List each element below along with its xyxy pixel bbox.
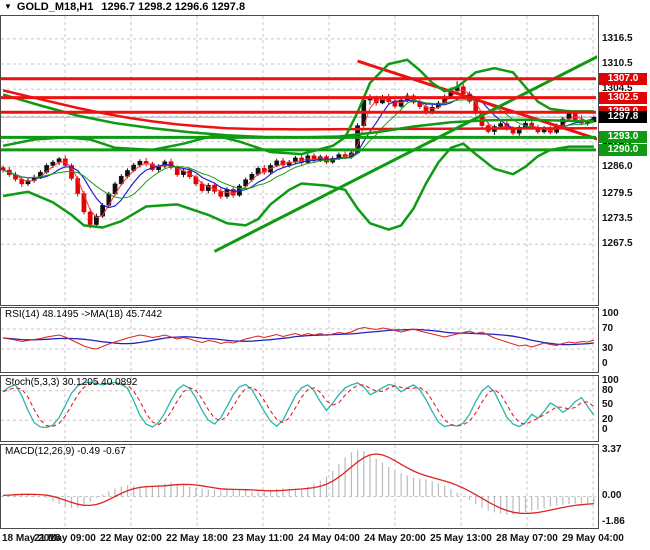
time-axis-label: 21 May 09:00 <box>34 533 96 544</box>
stoch-tick-label: 50 <box>602 399 614 410</box>
price-tick-label: 1316.5 <box>602 33 633 44</box>
time-axis-label: 28 May 07:00 <box>496 533 558 544</box>
chart-title: ▼ GOLD_M18,H1 1296.7 1298.2 1296.6 1297.8 <box>4 1 245 14</box>
time-axis-label: 24 May 20:00 <box>364 533 426 544</box>
price-level-badge-support: 1290.0 <box>599 144 647 156</box>
time-axis-label: 18 May 2018 <box>2 533 61 544</box>
time-axis-label: 29 May 04:00 <box>562 533 624 544</box>
stoch-tick-label: 0 <box>602 424 608 435</box>
rsi-label: RSI(14) 48.1495 ->MA(18) 45.7442 <box>5 309 163 320</box>
time-axis-label: 22 May 18:00 <box>166 533 228 544</box>
price-level-badge-current: 1297.8 <box>599 111 647 123</box>
price-tick-label: 1273.5 <box>602 213 633 224</box>
macd-label: MACD(12,26,9) -0.49 -0.67 <box>5 446 126 457</box>
price-level-badge-resistance: 1307.0 <box>599 73 647 85</box>
time-axis-label: 25 May 13:00 <box>430 533 492 544</box>
rsi-tick-label: 70 <box>602 323 614 334</box>
time-axis-label: 22 May 02:00 <box>100 533 162 544</box>
stoch-label: Stoch(5,3,3) 30.1205 40.0892 <box>5 377 138 388</box>
price-tick-label: 1267.5 <box>602 238 633 249</box>
stoch-tick-label: 20 <box>602 414 614 425</box>
main-chart-panel[interactable] <box>0 15 598 305</box>
time-axis-label: 23 May 11:00 <box>232 533 294 544</box>
price-level-badge-support: 1293.0 <box>599 131 647 143</box>
price-tick-label: 1310.5 <box>602 58 633 69</box>
rsi-tick-label: 100 <box>602 308 619 319</box>
price-tick-label: 1279.5 <box>602 188 633 199</box>
stoch-tick-label: 80 <box>602 385 614 396</box>
macd-tick-label: 0.00 <box>602 490 622 501</box>
macd-tick-label: 3.37 <box>602 444 622 455</box>
time-axis-label: 24 May 04:00 <box>298 533 360 544</box>
rsi-tick-label: 0 <box>602 358 608 369</box>
macd-tick-label: -1.86 <box>602 516 625 527</box>
ohlc-values: 1296.7 1298.2 1296.6 1297.8 <box>101 1 246 13</box>
price-level-badge-resistance: 1302.5 <box>599 92 647 104</box>
symbol-period-label: GOLD_M18,H1 <box>16 1 94 13</box>
price-tick-label: 1304.5 <box>602 83 633 94</box>
rsi-tick-label: 30 <box>602 343 614 354</box>
stoch-tick-label: 100 <box>602 375 619 386</box>
price-tick-label: 1286.0 <box>602 161 633 172</box>
chart-dropdown-arrow-icon[interactable]: ▼ <box>4 2 12 11</box>
